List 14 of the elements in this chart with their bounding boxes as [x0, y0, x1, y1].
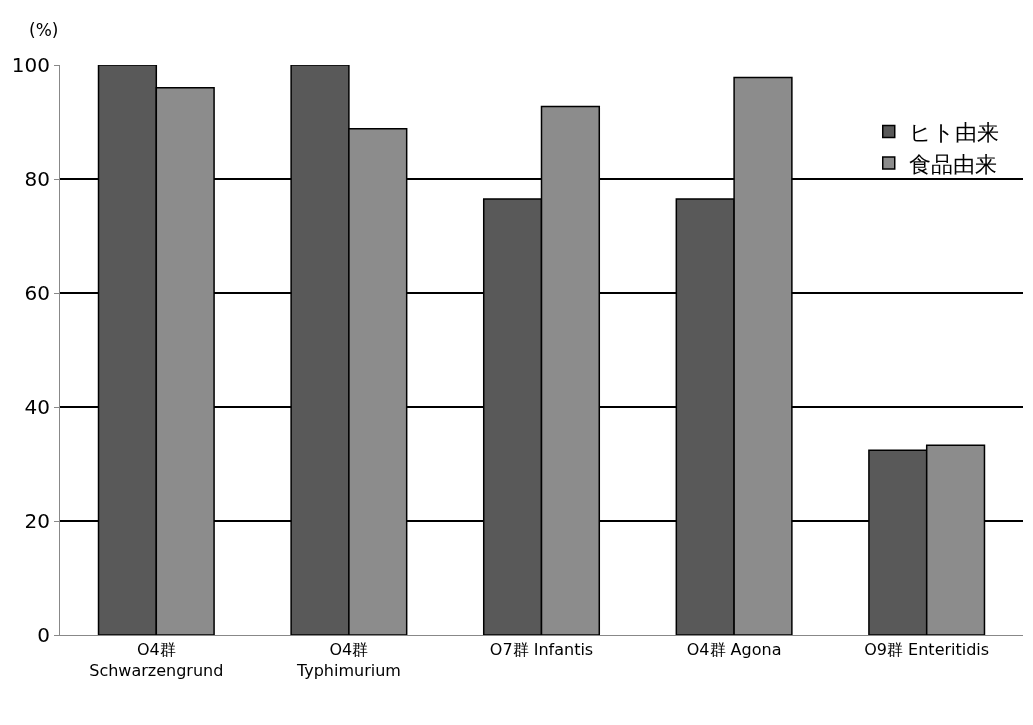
y-tick-label: 80	[24, 167, 50, 191]
y-tick-label: 100	[11, 53, 50, 77]
y-tick-label: 0	[37, 623, 50, 647]
x-tick-label: O7群 Infantis	[489, 640, 594, 660]
x-tick-label: O4群 Typhimurium	[295, 640, 401, 680]
x-tick-label: O4群 Agona	[686, 640, 782, 660]
x-tick-label: O9群 Enteritidis	[864, 640, 990, 660]
y-tick-label: 20	[24, 509, 50, 533]
legend-label: ヒト由来	[908, 119, 999, 145]
x-tick-label: O4群 Schwarzengrund	[89, 640, 224, 680]
y-tick-label: 60	[24, 281, 50, 305]
y-axis-title: (%)	[29, 20, 59, 40]
y-tick-label: 40	[24, 395, 50, 419]
legend-label: 食品由来	[908, 151, 997, 177]
